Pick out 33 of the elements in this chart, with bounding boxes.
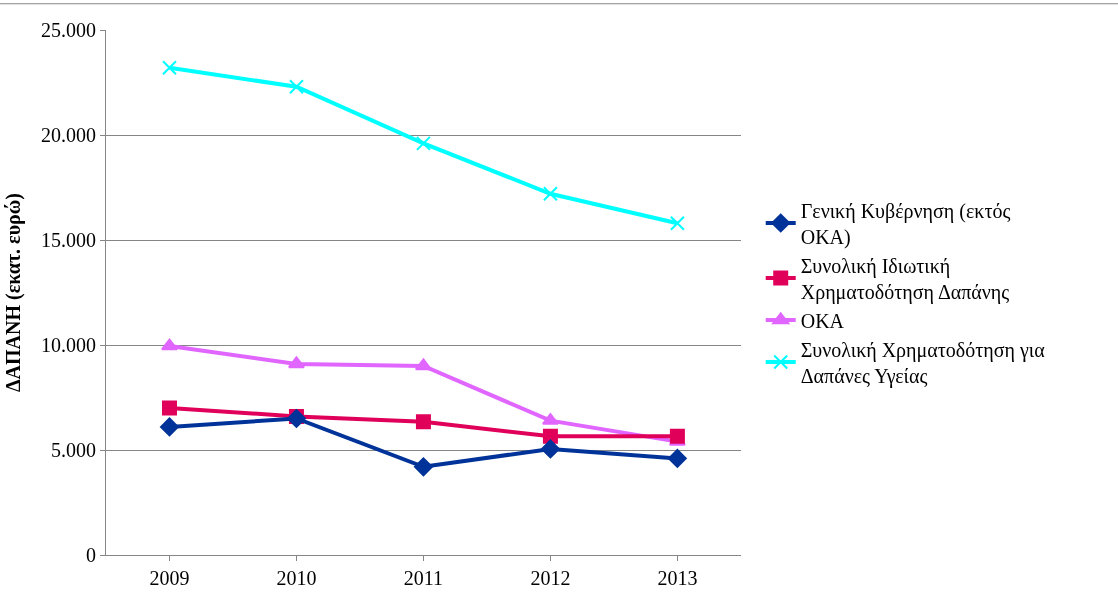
x-tick-label: 2011 (403, 567, 444, 589)
point (288, 79, 304, 95)
point (542, 428, 558, 444)
point (669, 215, 685, 231)
point (160, 417, 179, 437)
point (667, 448, 687, 468)
point (540, 439, 560, 459)
point (542, 186, 558, 202)
point (415, 414, 431, 430)
point (413, 457, 433, 477)
x-tick-label: 2012 (530, 567, 571, 589)
point (161, 400, 177, 416)
point (669, 428, 685, 444)
point (160, 338, 178, 351)
x-tick-label: 2010 (276, 567, 317, 589)
x-tick-label: 2013 (657, 567, 698, 589)
point (287, 409, 306, 428)
y-tick-label: 20.000 (41, 124, 96, 146)
point (287, 356, 305, 369)
legend-label: Συνολική Χρηματοδότηση για Δαπάνες Υγείας (800, 338, 1046, 388)
legend-label: ΟΚΑ (800, 309, 845, 332)
legend-label: Συνολική Ιδιωτική Χρηματοδότηση Δαπάνης (800, 254, 1010, 304)
point (161, 60, 177, 76)
y-tick-label: 10.000 (41, 334, 96, 356)
x-tick-label: 2009 (149, 567, 190, 589)
point (415, 135, 431, 151)
y-tick-label: 15.000 (41, 229, 96, 251)
y-tick-label: 5.000 (51, 439, 96, 461)
y-axis-title: ΔΑΠΑΝΗ (εκατ. ευρώ) (1, 192, 25, 393)
point (414, 358, 432, 371)
y-tick-label: 25.000 (41, 19, 96, 41)
legend-label: Γενική Κυβέρνηση (εκτός ΟΚΑ) (800, 199, 1011, 249)
y-tick-label: 0 (86, 544, 96, 566)
